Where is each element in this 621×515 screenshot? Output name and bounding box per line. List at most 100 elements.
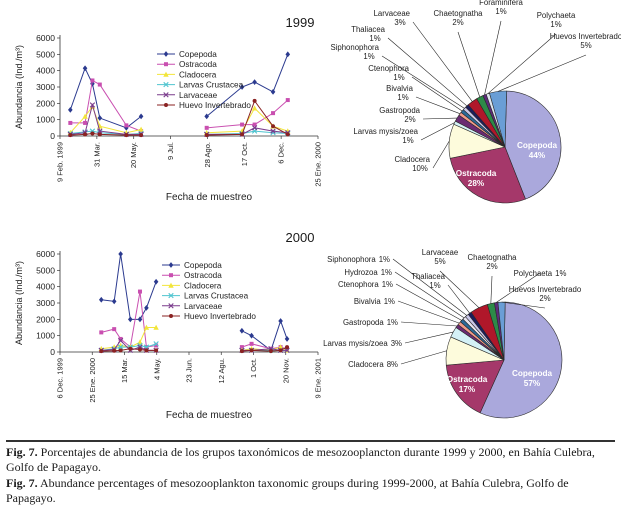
legend-marker	[169, 273, 173, 278]
x-tick-label: 20 Nov.	[281, 358, 290, 383]
pie-slice-ostracoda	[449, 146, 526, 204]
legend-label: Cladocera	[184, 281, 222, 290]
data-point	[284, 336, 290, 342]
data-point	[284, 347, 290, 354]
pie-label: Bivalvia	[386, 84, 414, 93]
legend-label: Copepoda	[184, 261, 222, 270]
pie-leader-line	[501, 301, 546, 309]
caption-es-label: Fig. 7.	[6, 445, 38, 459]
chart-title: 1999	[286, 15, 315, 30]
data-point	[124, 123, 129, 128]
pie-leader-line	[447, 284, 470, 314]
pie-label: Larvaceae	[422, 248, 458, 257]
pie-label: Huevos Invertebrado	[509, 285, 582, 294]
pie-percent-label: 1%	[363, 52, 374, 61]
x-tick-label: 15 Mar.	[120, 358, 129, 383]
data-point	[118, 251, 123, 257]
y-tick-label: 4000	[36, 66, 55, 76]
pie-label: Copepoda	[517, 141, 557, 150]
pie-percent-label: 1%	[393, 73, 404, 82]
data-point	[82, 113, 88, 119]
pie-label: Ctenophora	[338, 280, 379, 289]
data-point	[240, 122, 245, 127]
x-tick-label: 12 Agu.	[217, 358, 226, 383]
pie-label: Cladocera	[348, 360, 384, 369]
pie-percent-label: 1%	[384, 297, 395, 306]
x-tick-label: 31 Mar.	[92, 142, 101, 167]
legend-label: Larvas Crustacea	[179, 81, 244, 90]
pie-percent-label: 1%	[402, 136, 413, 145]
data-point	[111, 298, 117, 305]
legend-marker	[168, 282, 174, 288]
data-point	[144, 348, 149, 353]
data-point	[240, 132, 245, 137]
pie-label: Ostracoda	[447, 375, 488, 384]
data-point	[270, 89, 276, 95]
data-point	[97, 82, 102, 87]
pie-slice-ostracoda	[445, 359, 505, 414]
pie-percent-label: 1%	[555, 269, 566, 278]
pie-leader-line	[404, 331, 454, 344]
y-tick-label: 6000	[36, 33, 55, 43]
data-point	[153, 324, 159, 330]
legend-label: Ostracoda	[184, 271, 222, 280]
y-tick-label: 1000	[36, 331, 55, 341]
pie-percent-label: 5%	[580, 41, 591, 50]
data-point	[139, 133, 144, 138]
pie-label: Hydrozoa	[344, 268, 378, 277]
x-tick-label: 6 Dec. 1999	[56, 358, 65, 398]
pie-label: Larvas mysis/zoea	[323, 339, 388, 348]
x-tick-label: 28 Ago.	[203, 142, 212, 167]
data-point	[97, 128, 103, 134]
legend-label: Ostracoda	[179, 60, 217, 69]
figure-7: 1999 0 1000 2000 3000 4000 5000 6000 Abundancia …	[14, 0, 621, 421]
data-point	[137, 347, 142, 352]
pie-percent-label: 1%	[397, 93, 408, 102]
pie-percent-label: 2%	[486, 262, 497, 271]
y-tick-label: 3000	[36, 82, 55, 92]
data-point	[271, 111, 276, 116]
legend-label: Larvaceae	[184, 302, 223, 311]
data-point	[249, 332, 254, 339]
pie-leader-line	[411, 76, 463, 112]
data-point	[270, 128, 276, 134]
legend-label: Larvas Crustacea	[184, 292, 249, 301]
pie-percent-label: 2%	[452, 18, 463, 27]
pie-percent-label: 1%	[495, 7, 506, 16]
y-tick-label: 5000	[36, 265, 55, 275]
data-point	[278, 318, 283, 324]
y-axis-label: Abundancia (Ind./m³)	[14, 261, 24, 345]
caption-en-text: Abundance percentages of mesozooplankton…	[6, 476, 569, 505]
x-tick-label: 25 Ene. 2000	[88, 358, 97, 403]
data-point	[251, 105, 258, 111]
pie-leader-line	[400, 321, 458, 327]
pie-leader-line	[415, 96, 461, 114]
data-point	[204, 113, 209, 120]
data-point	[90, 78, 95, 83]
caption-es-text: Porcentajes de abundancia de los grupos …	[6, 445, 595, 474]
legend-marker	[168, 262, 174, 268]
series-ostracoda	[68, 78, 290, 134]
data-point	[118, 348, 123, 353]
data-point	[82, 65, 88, 72]
line-chart-2000: 2000 0 1000 2000 3000 4000 5000 6000 Abundancia …	[14, 230, 323, 421]
x-tick-label: 6 Dec.	[277, 142, 286, 164]
data-point	[153, 341, 159, 347]
data-point	[137, 289, 142, 294]
data-point	[239, 327, 245, 334]
data-point	[112, 348, 117, 353]
data-point	[138, 126, 144, 132]
data-point	[285, 345, 290, 350]
data-point	[277, 344, 284, 350]
data-point	[128, 316, 133, 323]
series-line	[206, 127, 288, 135]
pie-label: Thaliacea	[351, 25, 385, 34]
y-tick-label: 4000	[36, 282, 55, 292]
pie-leader-line	[412, 21, 473, 102]
pie-label: Bivalvia	[354, 297, 382, 306]
data-point	[138, 113, 144, 120]
pie-percent-label: 3%	[391, 339, 402, 348]
legend-marker	[164, 103, 168, 107]
